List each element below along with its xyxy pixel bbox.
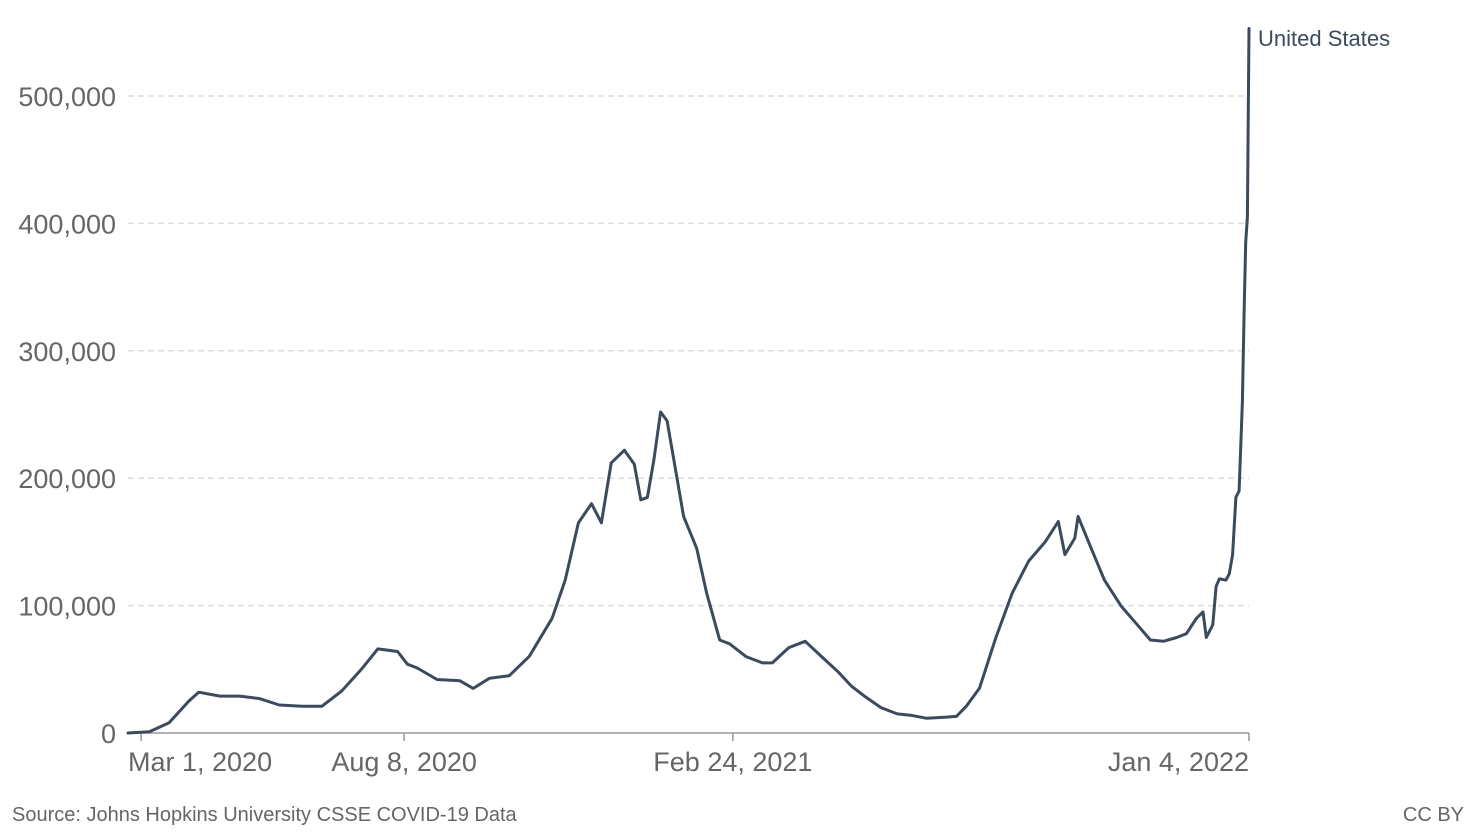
series-line-united-states [126,27,1251,735]
source-note: Source: Johns Hopkins University CSSE CO… [12,804,517,826]
x-tick-label: Mar 1, 2020 [128,747,272,777]
y-tick-label: 100,000 [18,592,116,622]
series-lines [126,27,1251,735]
y-axis-tick-labels: 0 100,000 200,000 300,000 400,000 500,000 [18,82,116,749]
y-tick-label: 300,000 [18,337,116,367]
line-chart: 0 100,000 200,000 300,000 400,000 500,000 Mar… [18,26,1390,777]
y-tick-label: 0 [101,719,116,749]
x-tick-label: Jan 4, 2022 [1108,747,1249,777]
y-tick-label: 500,000 [18,82,116,112]
y-tick-label: 400,000 [18,209,116,239]
y-tick-label: 200,000 [18,464,116,494]
series-labels: United States [1258,26,1390,51]
x-axis: Mar 1, 2020 Aug 8, 2020 Feb 24, 2021 Jan 4,… [128,732,1250,777]
gridlines [128,95,1249,607]
x-tick-label: Feb 24, 2021 [653,747,812,777]
series-label: United States [1258,26,1390,51]
x-tick-label: Aug 8, 2020 [331,747,477,777]
license-label: CC BY [1402,804,1464,826]
